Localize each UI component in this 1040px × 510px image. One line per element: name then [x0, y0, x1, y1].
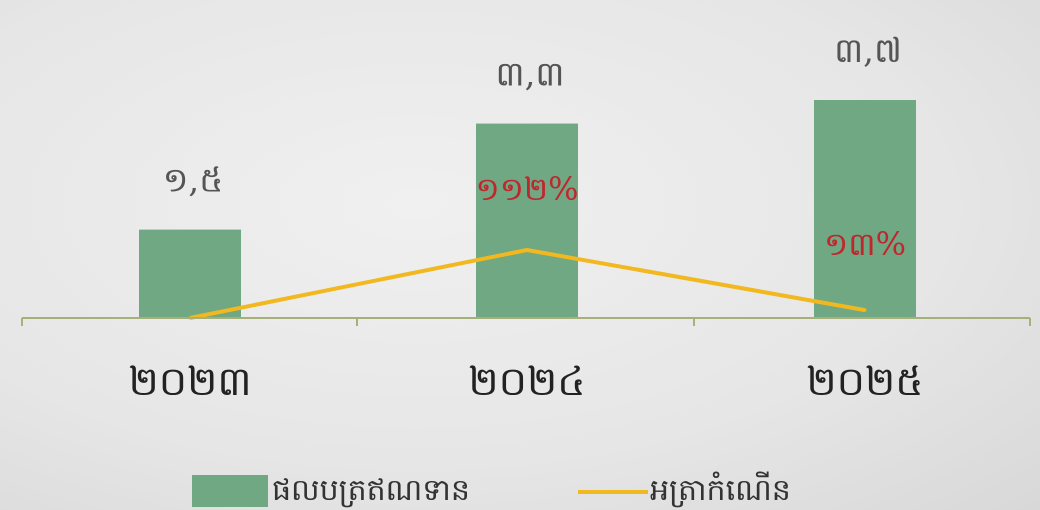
x-tick-label-2: ២០២៥	[806, 359, 923, 405]
growth-point-2	[863, 308, 867, 312]
x-tick-label-1: ២០២៤	[468, 359, 585, 405]
bar-2	[814, 100, 916, 318]
bar-0	[139, 229, 241, 318]
bar-value-label-0: ១,៥	[163, 161, 224, 201]
bar-value-label-2: ៣,៧	[834, 31, 902, 71]
bars	[139, 100, 916, 318]
bar-1	[476, 123, 578, 318]
legend: ផលបត្រឥណទាន អត្រាកំណើន	[192, 471, 791, 508]
legend-line-label: អត្រាកំណើន	[650, 471, 791, 508]
growth-value-label-2: ១៣%	[824, 225, 906, 263]
bar-value-label-1: ៣,៣	[496, 55, 565, 95]
growth-value-label-1: ១១២%	[475, 170, 578, 208]
legend-bar-swatch	[192, 475, 268, 507]
x-tick-label-0: ២០២៣	[128, 359, 251, 405]
growth-point-1	[525, 248, 529, 252]
legend-bar-label: ផលបត្រឥណទាន	[272, 473, 470, 508]
x-axis	[21, 317, 1031, 326]
